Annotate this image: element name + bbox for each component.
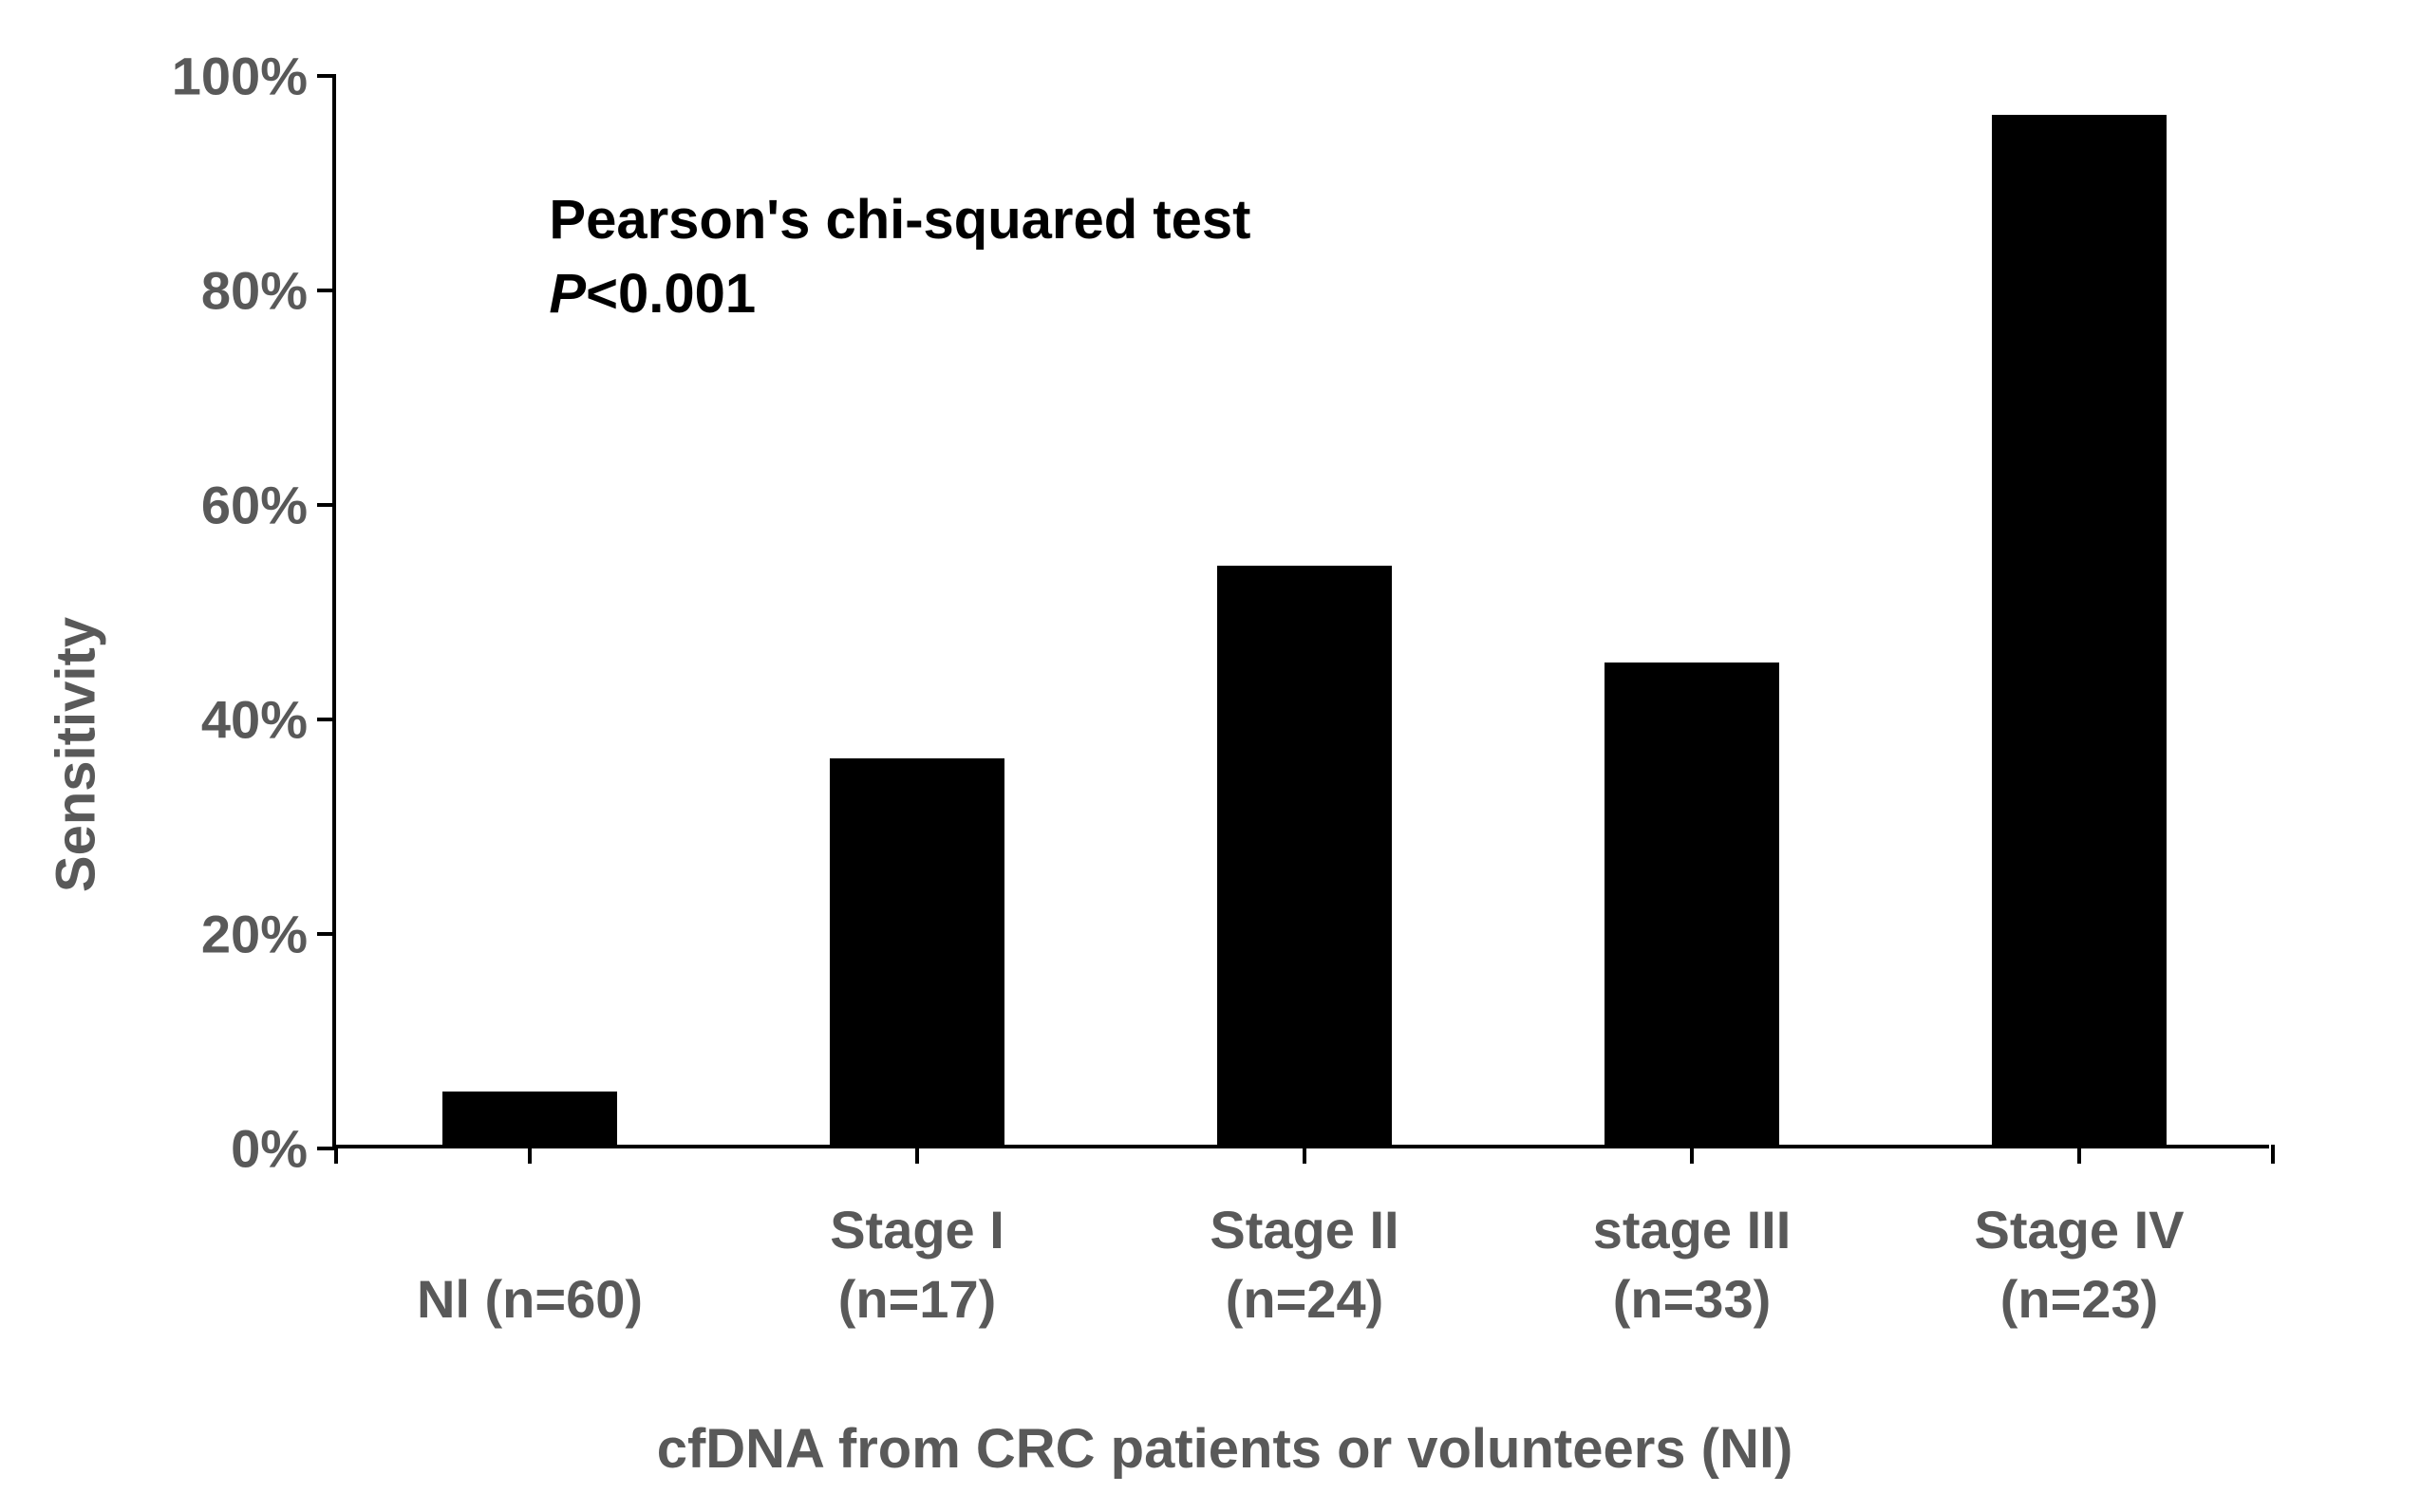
y-tick-label: 60% xyxy=(165,475,308,536)
x-tick-label: Stage II(n=24) xyxy=(1134,1196,1475,1335)
annotation-p-value: <0.001 xyxy=(586,263,756,325)
x-tick xyxy=(528,1145,532,1164)
x-tick xyxy=(334,1145,338,1164)
x-tick-label: stage III(n=33) xyxy=(1521,1196,1863,1335)
annotation-line1: Pearson's chi-squared test xyxy=(549,189,1250,251)
bar xyxy=(830,758,1004,1145)
plot-area: Pearson's chi-squared test P<0.001 0%20%… xyxy=(332,76,2269,1148)
y-tick xyxy=(317,503,336,507)
annotation-p-symbol: P xyxy=(549,263,586,325)
y-tick-label: 20% xyxy=(165,904,308,965)
x-tick-label: Stage I(n=17) xyxy=(746,1196,1088,1335)
y-tick xyxy=(317,932,336,936)
x-tick xyxy=(2077,1145,2081,1164)
y-tick-label: 0% xyxy=(165,1118,308,1180)
y-tick-label: 40% xyxy=(165,689,308,751)
x-tick xyxy=(1303,1145,1306,1164)
bar-chart: Sensitivity Pearson's chi-squared test P… xyxy=(133,57,2317,1452)
y-tick-label: 100% xyxy=(165,46,308,107)
y-tick xyxy=(317,1147,336,1150)
x-tick-label: Nl (n=60) xyxy=(359,1265,701,1335)
x-axis-title: cfDNA from CRC patients or volunteers (N… xyxy=(657,1417,1793,1481)
y-axis-title: Sensitivity xyxy=(45,617,108,892)
bar xyxy=(1217,566,1392,1145)
y-tick xyxy=(317,74,336,78)
y-tick xyxy=(317,289,336,292)
x-tick-label: Stage IV(n=23) xyxy=(1908,1196,2250,1335)
bar xyxy=(442,1092,617,1146)
x-tick xyxy=(915,1145,919,1164)
bar xyxy=(1992,115,2167,1145)
chart-annotation: Pearson's chi-squared test P<0.001 xyxy=(549,183,1250,332)
bar xyxy=(1605,663,1779,1146)
y-tick xyxy=(317,718,336,721)
y-tick-label: 80% xyxy=(165,260,308,322)
x-tick xyxy=(1690,1145,1694,1164)
x-tick xyxy=(2271,1145,2275,1164)
